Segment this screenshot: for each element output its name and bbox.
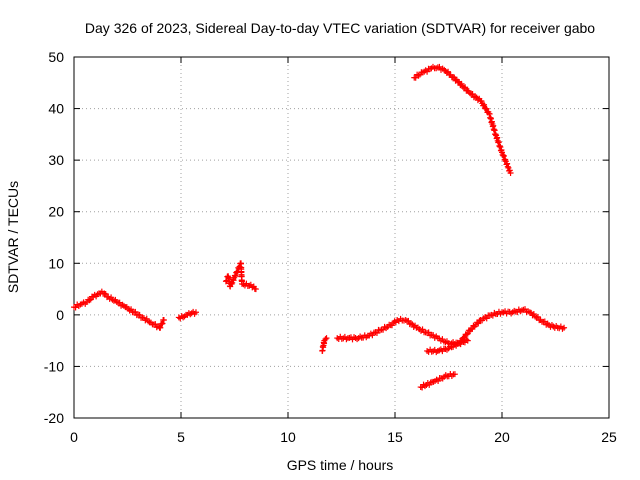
data-point bbox=[466, 90, 473, 97]
data-point bbox=[409, 321, 416, 328]
data-point bbox=[451, 371, 458, 378]
data-point bbox=[160, 317, 167, 324]
data-point bbox=[231, 272, 238, 279]
data-point bbox=[421, 383, 428, 390]
data-point bbox=[561, 324, 568, 331]
series-arc-1 bbox=[71, 288, 167, 331]
series-arc-3 bbox=[222, 260, 259, 293]
data-point bbox=[464, 337, 471, 344]
data-point bbox=[408, 320, 415, 327]
data-point bbox=[522, 306, 529, 313]
series-arc-5 bbox=[334, 315, 471, 348]
x-tick-label: 20 bbox=[494, 429, 510, 445]
y-tick-label: 20 bbox=[48, 204, 64, 220]
grid bbox=[74, 57, 609, 418]
data-points bbox=[71, 63, 568, 391]
data-point bbox=[157, 324, 164, 331]
data-point bbox=[230, 277, 237, 284]
data-point bbox=[458, 338, 465, 345]
data-point bbox=[445, 68, 452, 75]
data-point bbox=[232, 273, 239, 280]
y-tick-label: 50 bbox=[48, 49, 64, 65]
y-tick-label: 0 bbox=[56, 307, 64, 323]
data-point bbox=[463, 331, 470, 338]
axis-ticks: 0 5 10 15 20 25 -20 -10 0 10 20 30 40 50 bbox=[44, 49, 617, 445]
series-arc-8 bbox=[411, 63, 514, 177]
data-point bbox=[534, 313, 541, 320]
data-point bbox=[402, 317, 409, 324]
data-point bbox=[472, 93, 479, 100]
y-tick-label: 40 bbox=[48, 101, 64, 117]
data-point bbox=[481, 101, 488, 108]
y-tick-label: 10 bbox=[48, 255, 64, 271]
chart-title: Day 326 of 2023, Sidereal Day-to-day VTE… bbox=[85, 20, 595, 36]
data-point bbox=[252, 286, 259, 293]
y-tick-label: -20 bbox=[44, 410, 64, 426]
series-arc-6 bbox=[424, 306, 568, 356]
data-point bbox=[507, 170, 514, 177]
x-tick-label: 5 bbox=[177, 429, 185, 445]
data-point bbox=[483, 105, 490, 112]
data-point bbox=[504, 160, 511, 167]
data-point bbox=[461, 334, 468, 341]
data-point bbox=[192, 309, 199, 316]
data-point bbox=[499, 151, 506, 158]
x-tick-label: 10 bbox=[280, 429, 296, 445]
data-point bbox=[526, 309, 533, 316]
plot-frame bbox=[73, 56, 610, 419]
data-point bbox=[500, 152, 507, 159]
data-point bbox=[454, 78, 461, 85]
y-tick-label: -10 bbox=[44, 358, 64, 374]
data-point bbox=[462, 84, 469, 91]
data-point bbox=[473, 94, 480, 101]
data-point bbox=[132, 308, 139, 315]
data-point bbox=[373, 330, 380, 337]
data-point bbox=[475, 320, 482, 327]
data-point bbox=[530, 310, 537, 317]
data-point bbox=[464, 330, 471, 337]
x-tick-label: 0 bbox=[70, 429, 78, 445]
data-point bbox=[506, 167, 513, 174]
data-point bbox=[228, 280, 235, 287]
data-point bbox=[458, 80, 465, 87]
series-arc-2 bbox=[175, 308, 199, 322]
data-point bbox=[425, 329, 432, 336]
y-axis-label: SDTVAR / TECUs bbox=[5, 181, 21, 293]
data-point bbox=[120, 302, 127, 309]
data-point bbox=[322, 336, 329, 343]
data-point bbox=[441, 66, 448, 73]
data-point bbox=[424, 68, 431, 75]
series-arc-4 bbox=[319, 335, 330, 354]
x-tick-label: 25 bbox=[601, 429, 617, 445]
x-axis-label: GPS time / hours bbox=[287, 457, 394, 473]
series-arc-7 bbox=[417, 370, 458, 391]
data-point bbox=[504, 163, 511, 170]
data-point bbox=[233, 269, 240, 276]
y-tick-label: 30 bbox=[48, 152, 64, 168]
x-tick-label: 15 bbox=[387, 429, 403, 445]
data-point bbox=[159, 320, 166, 327]
data-point bbox=[323, 335, 330, 342]
data-point bbox=[86, 297, 93, 304]
